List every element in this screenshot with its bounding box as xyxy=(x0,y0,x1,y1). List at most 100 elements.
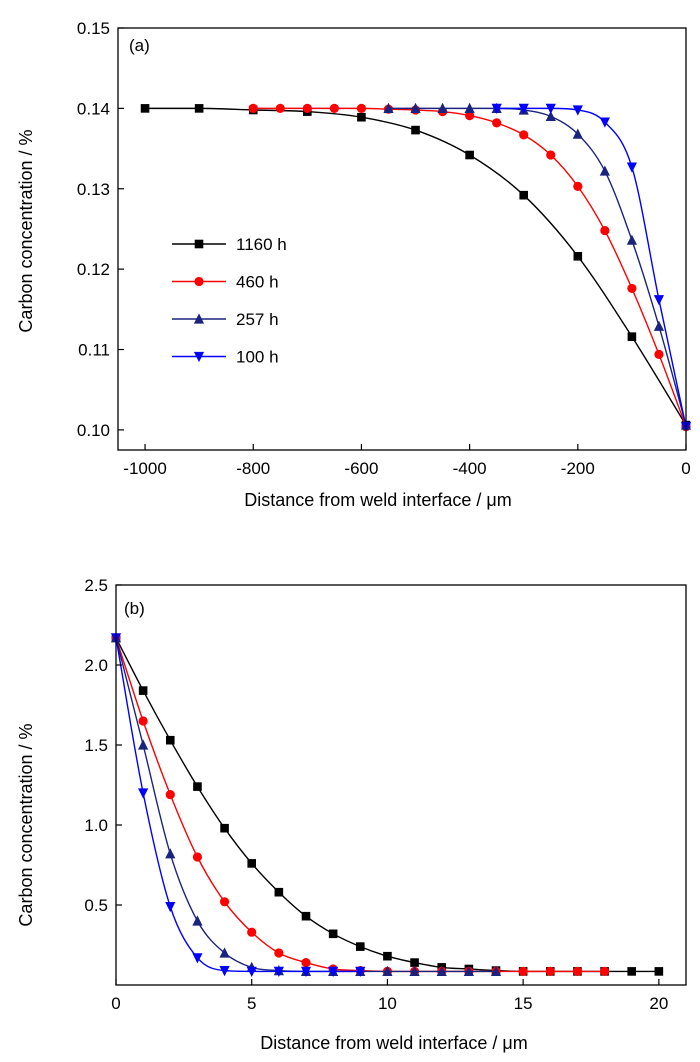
data-point-1160-h-b-10 xyxy=(383,951,392,961)
data-point-100-h-a-0 xyxy=(491,103,502,114)
data-point-257-h-a-6 xyxy=(545,110,556,122)
data-point-460-h-b-1 xyxy=(138,716,148,726)
series-1160-h-a xyxy=(140,104,691,430)
data-point-460-h-b-3 xyxy=(192,852,203,862)
data-point-460-h-b-4 xyxy=(219,897,230,907)
x-tick-label-b-4: 20 xyxy=(649,994,668,1013)
data-point-1160-h-a-4 xyxy=(357,112,366,122)
data-point-460-h-b-18 xyxy=(599,966,610,977)
data-point-460-h-a-8 xyxy=(465,111,475,121)
data-point-1160-h-b-11 xyxy=(410,958,419,967)
data-point-100-h-b-7 xyxy=(300,966,312,977)
data-point-1160-h-a-1 xyxy=(194,104,204,113)
data-point-257-h-b-1 xyxy=(138,739,149,750)
data-point-257-h-a-1 xyxy=(410,102,421,113)
series-100-h-b xyxy=(110,633,366,977)
data-point-257-h-b-3 xyxy=(192,915,203,926)
data-point-1160-h-a-5 xyxy=(411,125,420,135)
data-point-257-h-b-12 xyxy=(436,965,447,976)
y-tick-label-a-2: 0.12 xyxy=(77,260,110,279)
data-point-460-h-a-3 xyxy=(329,103,339,113)
data-point-257-h-a-0 xyxy=(383,102,394,113)
data-point-1160-h-b-5 xyxy=(247,859,257,868)
data-point-100-h-b-2 xyxy=(165,902,176,913)
data-point-257-h-a-9 xyxy=(626,234,638,245)
data-point-460-h-a-14 xyxy=(627,283,637,294)
data-point-1160-h-b-20 xyxy=(654,967,664,976)
data-point-1160-h-a-0 xyxy=(140,104,150,113)
data-point-1160-h-b-9 xyxy=(355,942,365,951)
plot-frame-b xyxy=(115,584,687,986)
data-point-100-h-a-1 xyxy=(518,103,529,114)
data-point-100-h-a-2 xyxy=(545,103,556,114)
data-point-460-h-b-5 xyxy=(247,927,257,937)
data-point-1160-h-b-19 xyxy=(627,967,637,976)
data-point-460-h-a-10 xyxy=(519,130,529,140)
y-axis-label-a: Carbon concentration / % xyxy=(16,129,36,332)
data-point-257-h-a-10 xyxy=(653,320,665,331)
x-tick-label-b-1: 5 xyxy=(247,994,256,1013)
series-line-257-h-b xyxy=(115,637,496,973)
data-point-1160-h-b-4 xyxy=(220,823,229,833)
x-axis-label-b: Distance from weld interface / μm xyxy=(260,1033,527,1053)
x-tick-label-a-3: -400 xyxy=(453,459,487,478)
data-point-257-h-b-14 xyxy=(490,965,502,976)
data-point-100-h-b-3 xyxy=(192,953,203,964)
data-point-100-h-b-8 xyxy=(328,966,339,977)
data-point-460-h-a-12 xyxy=(573,181,583,191)
legend-label-460-h: 460 h xyxy=(236,273,279,292)
x-tick-label-a-5: 0 xyxy=(681,459,690,478)
x-axis-label-a: Distance from weld interface / μm xyxy=(244,490,511,510)
data-point-257-h-b-11 xyxy=(409,965,420,976)
data-point-1160-h-a-6 xyxy=(465,150,474,160)
y-tick-label-a-4: 0.14 xyxy=(77,99,110,118)
series-257-h-a xyxy=(383,102,692,430)
legend-label-257-h: 257 h xyxy=(236,310,279,329)
data-point-1160-h-a-9 xyxy=(627,332,637,341)
legend-label-1160-h: 1160 h xyxy=(236,235,287,254)
data-point-100-h-a-5 xyxy=(626,162,638,173)
data-point-1160-h-b-7 xyxy=(301,911,311,921)
data-point-1160-h-b-3 xyxy=(193,782,202,791)
y-tick-label-a-5: 0.15 xyxy=(77,19,110,38)
panel-a: Carbon concentration / % Distance from w… xyxy=(16,19,692,510)
data-point-460-h-a-9 xyxy=(492,118,502,128)
data-point-460-h-b-7 xyxy=(301,958,311,968)
data-point-460-h-a-0 xyxy=(248,103,258,113)
data-point-1160-h-a-8 xyxy=(573,251,583,261)
y-tick-label-a-0: 0.10 xyxy=(77,421,110,440)
data-point-257-h-b-2 xyxy=(165,848,176,859)
x-tick-label-b-3: 15 xyxy=(514,994,533,1013)
data-point-460-h-a-4 xyxy=(356,103,367,113)
data-point-257-h-a-8 xyxy=(599,165,610,176)
x-tick-label-a-4: -200 xyxy=(561,459,595,478)
series-460-h-b xyxy=(111,633,610,977)
data-point-460-h-a-15 xyxy=(654,349,664,359)
data-point-1160-h-b-8 xyxy=(328,929,338,939)
x-tick-label-b-0: 0 xyxy=(111,994,120,1013)
data-point-460-h-b-15 xyxy=(518,966,528,977)
data-point-100-h-b-9 xyxy=(355,966,366,977)
data-point-257-h-b-13 xyxy=(463,965,474,976)
x-tick-label-a-1: -800 xyxy=(236,459,270,478)
data-point-100-h-b-6 xyxy=(273,966,284,977)
series-line-257-h-a xyxy=(388,107,687,426)
data-point-460-h-a-1 xyxy=(275,103,285,113)
y-tick-label-a-3: 0.13 xyxy=(77,180,110,199)
panel-label-b: (b) xyxy=(124,599,145,618)
legend-marker-257-h xyxy=(193,313,205,324)
data-point-257-h-b-4 xyxy=(219,947,230,958)
data-point-460-h-a-11 xyxy=(546,150,556,160)
y-axis-label-b: Carbon concentration / % xyxy=(16,723,36,926)
y-tick-label-a-1: 0.11 xyxy=(78,341,110,360)
x-tick-label-a-0: -1000 xyxy=(123,459,166,478)
data-point-1160-h-b-2 xyxy=(165,735,175,745)
data-point-460-h-a-13 xyxy=(600,225,610,236)
data-point-460-h-b-17 xyxy=(572,966,583,977)
series-line-460-h-b xyxy=(115,637,605,973)
data-point-257-h-a-3 xyxy=(464,102,475,113)
plot-frame-a xyxy=(117,27,687,451)
data-point-257-h-a-7 xyxy=(572,128,583,139)
panel-label-a: (a) xyxy=(129,36,150,55)
